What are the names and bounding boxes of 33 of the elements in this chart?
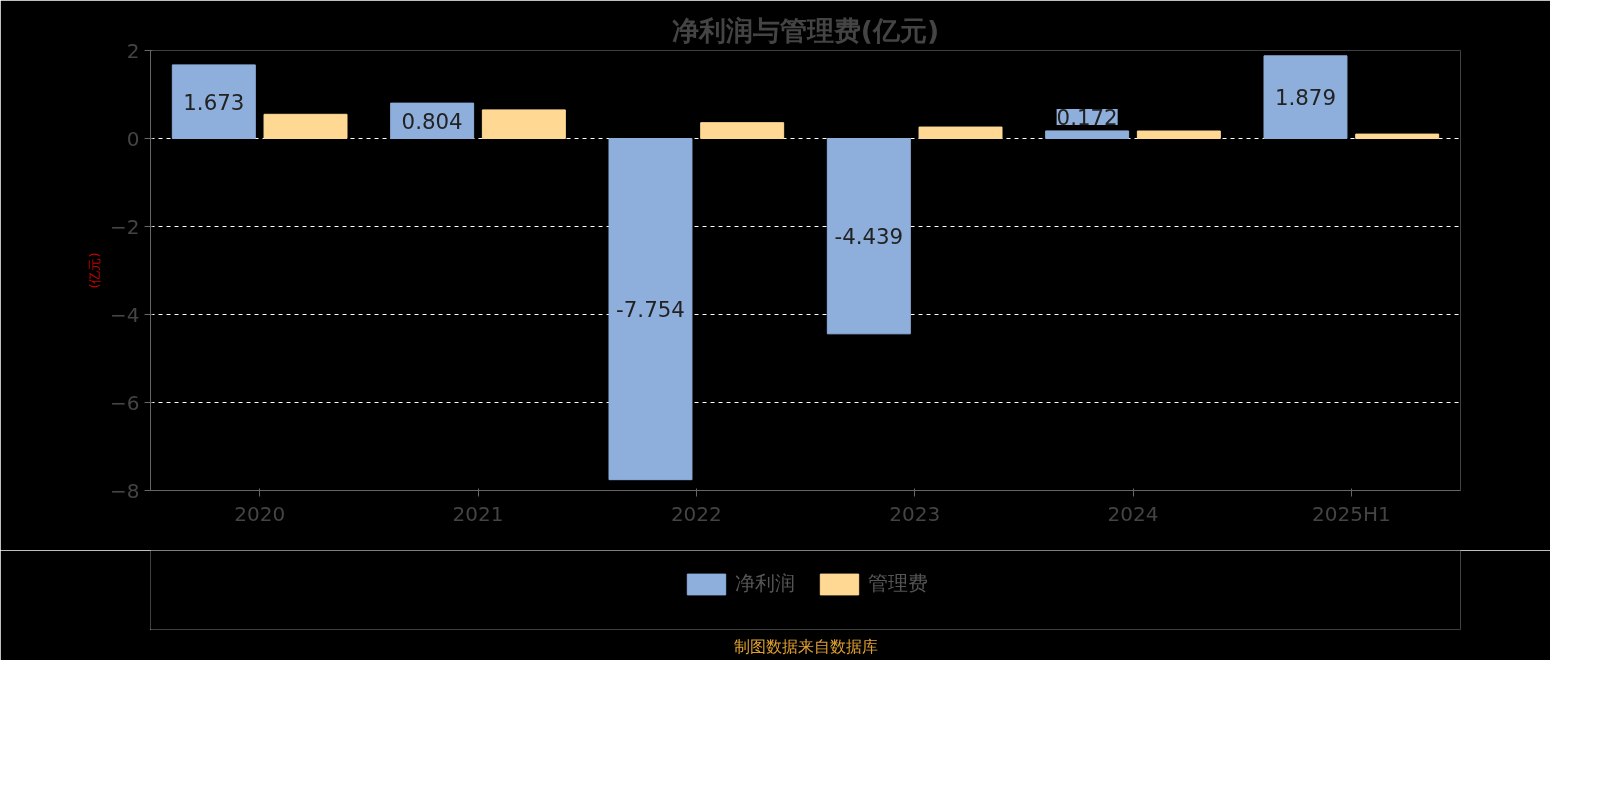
data-label: 1.879 — [1274, 85, 1337, 111]
x-tick-label: 2025H1 — [1312, 501, 1391, 526]
y-tick-label: 0 — [126, 126, 140, 151]
bar — [481, 109, 566, 139]
x-tick-label: 2024 — [1107, 501, 1159, 526]
y-tick-label: −4 — [110, 302, 140, 327]
data-label: 1.673 — [183, 89, 245, 115]
bar — [608, 138, 693, 481]
bar — [1136, 130, 1221, 139]
data-label: -7.754 — [616, 297, 685, 323]
x-tick-label: 2022 — [670, 501, 722, 526]
data-label: -4.439 — [834, 224, 904, 250]
y-tick-label: 2 — [126, 38, 140, 63]
bar — [700, 122, 785, 139]
y-tick-label: −8 — [110, 478, 140, 503]
y-tick-label: −2 — [110, 214, 140, 239]
bar — [263, 113, 348, 139]
text: 制图数据来自数据库 — [733, 636, 878, 656]
y-axis-title: (亿元) — [87, 252, 103, 289]
bar — [1045, 130, 1130, 139]
y-tick-label: −6 — [110, 390, 140, 415]
x-tick-label: 2023 — [889, 501, 941, 526]
bar — [1263, 55, 1348, 139]
data-label: 0.804 — [401, 108, 463, 134]
data-label: 0.172 — [1056, 104, 1118, 130]
bar — [826, 138, 911, 335]
bar — [1355, 133, 1440, 139]
legend-label: 管理费 — [868, 570, 928, 597]
chart-title: 净利润与管理费(亿元) — [671, 14, 940, 46]
x-tick-label: 2021 — [452, 501, 504, 526]
legend-label: 净利润 — [735, 570, 795, 597]
x-tick-label: 2020 — [234, 501, 286, 526]
bar — [918, 126, 1003, 139]
